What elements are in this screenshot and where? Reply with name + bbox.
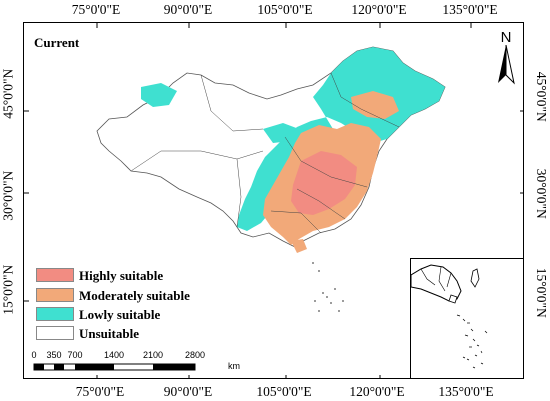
lat-label-right-15: 15°0'0"N [533,267,549,318]
lon-label-top-105: 105°0'0"E [257,2,313,17]
legend-label: Lowly suitable [79,307,161,322]
lon-label-bottom-90: 90°0'0"E [163,384,213,399]
map-frame [23,22,524,379]
legend-swatch-highly [36,268,74,282]
legend-label: Highly suitable [79,268,164,283]
scale-bar-graphic [33,363,196,371]
legend-swatch-unsuitable [36,326,74,340]
map-title: Current [34,35,80,50]
inset-map [410,258,524,379]
region-lowly-suitable-2 [141,83,177,107]
lon-label-top-135: 135°0'0"E [442,2,498,17]
region-moderately-suitable-3 [291,239,307,253]
scale-tick: 350 [46,350,62,360]
south-china-sea-islands [312,262,344,312]
map-canvas [24,23,523,378]
north-label: N [500,29,512,46]
north-arrow-icon [498,45,515,85]
lat-label-left-30: 30°0'0"N [0,170,16,221]
lat-label-left-15: 15°0'0"N [0,264,16,315]
lon-label-top-90: 90°0'0"E [163,2,213,17]
lon-label-bottom-105: 105°0'0"E [256,384,312,399]
lat-label-right-45: 45°0'0"N [533,71,549,122]
lon-label-bottom-135: 135°0'0"E [438,384,494,399]
lat-label-right-30: 30°0'0"N [533,168,549,219]
scale-tick: 700 [67,350,83,360]
legend-label: Moderately suitable [79,288,190,303]
north-arrow: N [494,29,518,89]
legend-swatch-moderately [36,288,74,302]
scale-tick: 2100 [142,350,164,360]
lon-label-top-120: 120°0'0"E [351,2,407,17]
scale-tick: 0 [31,350,37,360]
legend-swatch-lowly [36,307,74,321]
province-boundaries [130,72,400,234]
lon-label-bottom-75: 75°0'0"E [75,384,125,399]
region-lowly-suitable-3 [263,123,299,143]
scale-tick: 1400 [103,350,125,360]
legend-label: Unsuitable [79,326,139,341]
region-moderately-suitable-2 [351,91,399,119]
lon-label-bottom-120: 120°0'0"E [349,384,405,399]
scale-unit: km [228,361,240,371]
scale-tick: 2800 [184,350,206,360]
lat-label-left-45: 45°0'0"N [0,68,16,119]
region-highly-suitable [291,151,357,215]
lon-label-top-75: 75°0'0"E [71,2,121,17]
inset-map-canvas [410,264,488,369]
